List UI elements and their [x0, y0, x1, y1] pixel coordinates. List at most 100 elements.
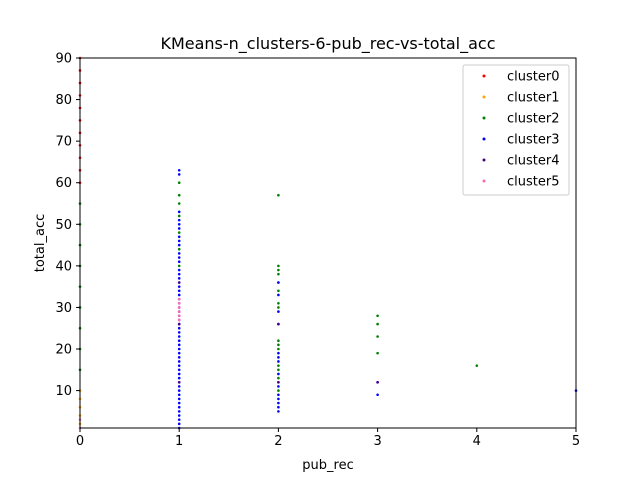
- data-point-cluster3: [177, 356, 181, 359]
- data-point-cluster3: [177, 393, 181, 397]
- data-point-cluster2: [277, 268, 280, 272]
- data-point-cluster3: [277, 401, 280, 405]
- data-point-cluster4: [376, 380, 379, 384]
- legend-label-cluster5: cluster5: [507, 175, 559, 190]
- data-point-cluster3: [177, 368, 181, 372]
- legend-marker-cluster5: [482, 179, 486, 183]
- legend-box: [462, 64, 570, 196]
- data-point-cluster3: [177, 351, 181, 355]
- data-point-cluster2: [177, 247, 181, 251]
- data-point-cluster2: [177, 181, 181, 185]
- data-point-cluster4: [277, 322, 280, 326]
- data-point-cluster3: [177, 168, 181, 172]
- data-point-cluster3: [177, 260, 181, 264]
- data-point-cluster2: [277, 389, 280, 392]
- data-point-cluster3: [177, 285, 181, 288]
- data-point-cluster4: [177, 322, 181, 326]
- x-tick-label: 1: [175, 434, 183, 449]
- data-point-cluster3: [177, 293, 181, 297]
- data-point-cluster5: [177, 306, 181, 309]
- legend: cluster0 cluster1 cluster2 cluster3 cluster4…: [462, 64, 570, 196]
- data-point-cluster3: [177, 326, 181, 330]
- y-axis: 10 20 30 40 50 60 70 80 90: [55, 52, 80, 399]
- data-point-cluster3: [177, 405, 181, 409]
- y-tick-label: 30: [55, 301, 72, 316]
- data-point-cluster3: [277, 372, 280, 376]
- data-point-cluster3: [177, 422, 181, 426]
- data-point-cluster3: [277, 293, 280, 297]
- data-point-cluster3: [177, 372, 181, 376]
- data-point-cluster3: [277, 393, 280, 397]
- data-point-cluster2: [277, 272, 280, 276]
- data-point-cluster2: [277, 376, 280, 380]
- data-point-cluster2: [277, 343, 280, 347]
- data-point-cluster3: [177, 277, 181, 280]
- data-point-cluster3: [177, 268, 181, 272]
- data-point-cluster3: [277, 410, 280, 413]
- data-point-cluster3: [177, 364, 181, 367]
- data-point-cluster3: [376, 393, 379, 397]
- data-point-cluster2: [376, 351, 379, 355]
- data-point-cluster4: [277, 380, 280, 384]
- data-point-cluster3: [177, 256, 181, 259]
- data-point-cluster3: [177, 289, 181, 293]
- data-point-cluster3: [177, 252, 181, 255]
- legend-label-cluster0: cluster0: [507, 70, 559, 85]
- data-point-cluster2: [277, 193, 280, 197]
- data-point-cluster3: [177, 376, 181, 380]
- data-point-cluster5: [177, 314, 181, 318]
- legend-label-cluster3: cluster3: [507, 133, 559, 148]
- data-point-cluster2: [277, 306, 280, 309]
- data-point-cluster3: [177, 347, 181, 351]
- data-point-cluster3: [177, 331, 181, 334]
- data-point-cluster3: [177, 235, 181, 239]
- data-point-cluster3: [177, 239, 181, 243]
- data-point-cluster5: [177, 318, 181, 322]
- legend-label-cluster1: cluster1: [507, 91, 559, 106]
- data-point-cluster2: [277, 347, 280, 351]
- data-point-cluster2: [376, 314, 379, 318]
- data-point-cluster2: [277, 301, 280, 305]
- plot-frame: [79, 57, 577, 429]
- data-point-cluster3: [277, 405, 280, 409]
- data-point-cluster3: [177, 339, 181, 342]
- legend-marker-cluster2: [482, 116, 486, 120]
- data-point-cluster3: [177, 389, 181, 392]
- data-point-cluster2: [376, 322, 379, 326]
- legend-marker-cluster3: [482, 137, 486, 141]
- data-point-cluster3: [277, 397, 280, 401]
- x-tick-label: 4: [473, 434, 481, 449]
- data-point-cluster3: [177, 210, 181, 214]
- data-point-cluster3: [177, 272, 181, 276]
- data-point-cluster3: [277, 356, 280, 359]
- data-point-cluster2: [177, 264, 181, 268]
- data-point-cluster5: [177, 297, 181, 301]
- y-tick-label: 50: [55, 218, 72, 233]
- legend-marker-cluster0: [482, 74, 486, 78]
- x-tick-label: 2: [274, 434, 282, 449]
- data-point-cluster3: [177, 243, 181, 247]
- x-tick-label: 5: [572, 434, 580, 449]
- legend-label-cluster4: cluster4: [507, 154, 559, 169]
- data-point-cluster2: [376, 335, 379, 338]
- x-tick-label: 0: [76, 434, 84, 449]
- data-point-cluster2: [277, 339, 280, 342]
- data-point-cluster2: [277, 264, 280, 268]
- y-tick-label: 10: [55, 384, 72, 399]
- data-point-cluster4: [177, 380, 181, 384]
- data-point-cluster2: [277, 368, 280, 372]
- y-tick-label: 20: [55, 343, 72, 358]
- data-point-cluster3: [177, 360, 181, 363]
- data-point-cluster3: [177, 335, 181, 338]
- data-point-cluster3: [177, 401, 181, 405]
- data-point-cluster2: [277, 289, 280, 293]
- data-point-cluster3: [277, 385, 280, 388]
- data-point-cluster5: [177, 301, 181, 305]
- data-points: [78, 56, 578, 430]
- x-axis: 0 1 2 3 4 5: [76, 428, 580, 449]
- data-point-cluster3: [177, 218, 181, 222]
- legend-label-cluster2: cluster2: [507, 112, 559, 127]
- data-point-cluster3: [277, 360, 280, 363]
- x-tick-label: 3: [373, 434, 381, 449]
